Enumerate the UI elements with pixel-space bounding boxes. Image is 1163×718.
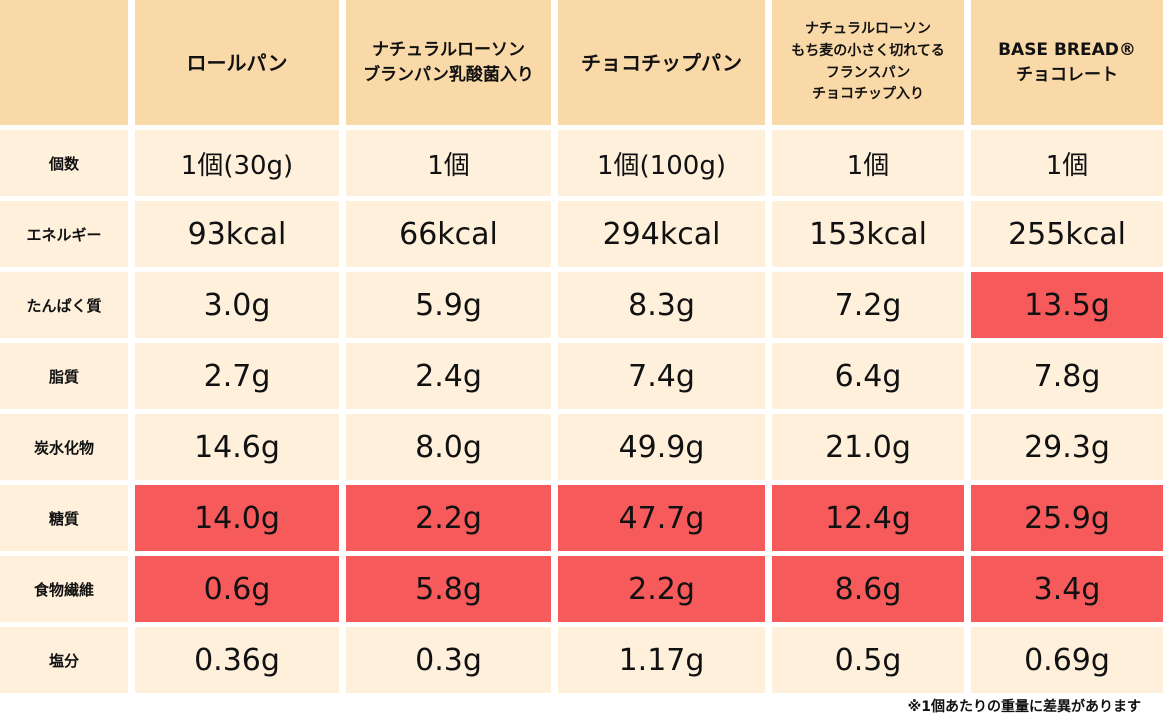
row-label: エネルギー — [0, 201, 128, 267]
table-cell: 66kcal — [346, 201, 551, 267]
table-cell: 8.6g — [772, 556, 964, 622]
table-cell: 1.17g — [558, 627, 765, 693]
column-header-bran-bread: ナチュラルローソン ブランパン乳酸菌入り — [346, 0, 551, 125]
table-cell: 294kcal — [558, 201, 765, 267]
footnote: ※1個あたりの重量に差異があります — [907, 699, 1141, 715]
table-cell: 49.9g — [558, 414, 765, 480]
table-cell: 6.4g — [772, 343, 964, 409]
table-cell: 2.2g — [558, 556, 765, 622]
table-cell: 8.3g — [558, 272, 765, 338]
table-cell: 14.0g — [135, 485, 339, 551]
table-cell: 7.2g — [772, 272, 964, 338]
table-cell: 2.4g — [346, 343, 551, 409]
column-header-base-bread: BASE BREAD® チョコレート — [971, 0, 1163, 125]
table-cell: 3.4g — [971, 556, 1163, 622]
table-cell: 7.8g — [971, 343, 1163, 409]
table-cell: 21.0g — [772, 414, 964, 480]
row-label: 食物繊維 — [0, 556, 128, 622]
column-header-choco-chip-bread: チョコチップパン — [558, 0, 765, 125]
table-cell: 3.0g — [135, 272, 339, 338]
table-cell: 0.36g — [135, 627, 339, 693]
table-cell: 47.7g — [558, 485, 765, 551]
table-cell: 0.6g — [135, 556, 339, 622]
table-cell: 14.6g — [135, 414, 339, 480]
table-cell: 2.2g — [346, 485, 551, 551]
table-cell: 2.7g — [135, 343, 339, 409]
table-corner — [0, 0, 128, 125]
table-cell: 5.9g — [346, 272, 551, 338]
table-cell: 1個 — [346, 130, 551, 196]
table-cell: 25.9g — [971, 485, 1163, 551]
row-label: 塩分 — [0, 627, 128, 693]
nutrition-comparison-table: ロールパン ナチュラルローソン ブランパン乳酸菌入り チョコチップパン ナチュラ… — [0, 0, 1163, 693]
table-cell: 8.0g — [346, 414, 551, 480]
table-cell: 1個(100g) — [558, 130, 765, 196]
column-header-roll-bread: ロールパン — [135, 0, 339, 125]
table-cell: 7.4g — [558, 343, 765, 409]
table-cell: 12.4g — [772, 485, 964, 551]
table-cell: 0.69g — [971, 627, 1163, 693]
row-label: 脂質 — [0, 343, 128, 409]
row-label: 炭水化物 — [0, 414, 128, 480]
row-label: 糖質 — [0, 485, 128, 551]
row-label: たんぱく質 — [0, 272, 128, 338]
row-label: 個数 — [0, 130, 128, 196]
table-cell: 0.3g — [346, 627, 551, 693]
table-cell: 5.8g — [346, 556, 551, 622]
table-cell: 1個 — [971, 130, 1163, 196]
table-cell: 13.5g — [971, 272, 1163, 338]
table-cell: 93kcal — [135, 201, 339, 267]
table-cell: 1個(30g) — [135, 130, 339, 196]
table-cell: 0.5g — [772, 627, 964, 693]
table-cell: 153kcal — [772, 201, 964, 267]
table-cell: 255kcal — [971, 201, 1163, 267]
column-header-mochimugi-france-bread: ナチュラルローソン もち麦の小さく切れてる フランスパン チョコチップ入り — [772, 0, 964, 125]
table-cell: 1個 — [772, 130, 964, 196]
table-cell: 29.3g — [971, 414, 1163, 480]
